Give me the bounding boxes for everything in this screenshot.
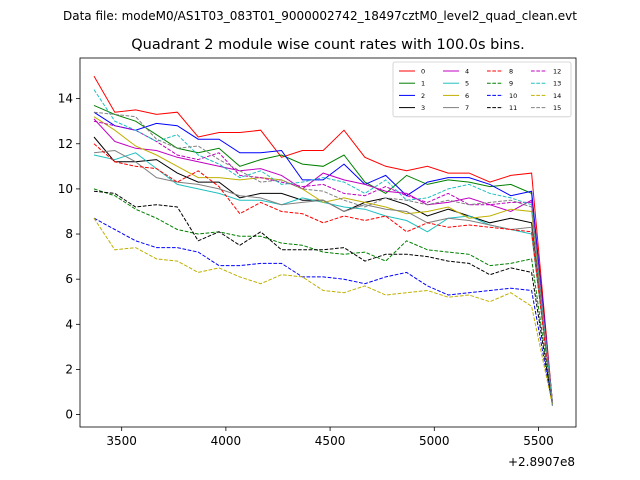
series-line-13 [93, 89, 553, 406]
y-tick-label: 6 [65, 272, 73, 286]
series-line-15 [93, 111, 553, 406]
y-tick-label: 12 [58, 137, 73, 151]
series-line-2 [93, 111, 553, 404]
legend-label-14: 14 [553, 92, 561, 100]
legend-label-2: 2 [421, 92, 425, 100]
series-line-7 [93, 149, 553, 404]
y-tick-label: 8 [65, 227, 73, 241]
y-tick-label: 14 [58, 92, 73, 106]
series-line-10 [93, 217, 553, 406]
legend-label-3: 3 [421, 104, 425, 112]
legend-label-9: 9 [509, 80, 513, 88]
series-line-12 [93, 120, 553, 406]
y-tick-label: 10 [58, 182, 73, 196]
chart-suptitle: Data file: modeM0/AS1T03_083T01_90000027… [63, 9, 577, 23]
legend-label-13: 13 [553, 80, 561, 88]
legend-label-12: 12 [553, 68, 561, 76]
legend-label-8: 8 [509, 68, 513, 76]
series-line-9 [93, 188, 553, 406]
legend-label-11: 11 [509, 104, 517, 112]
x-tick-label: 3500 [106, 434, 137, 448]
series-line-8 [93, 143, 553, 406]
x-tick-label: 5500 [523, 434, 554, 448]
legend-label-6: 6 [465, 92, 469, 100]
legend-label-0: 0 [421, 68, 425, 76]
series-line-4 [93, 118, 553, 404]
legend-label-5: 5 [465, 80, 469, 88]
series-line-1 [93, 104, 553, 404]
x-axis-offset-label: +2.8907e8 [508, 455, 575, 469]
series-line-6 [93, 116, 553, 404]
x-tick-label: 4500 [315, 434, 346, 448]
legend-label-7: 7 [465, 104, 469, 112]
legend-box [392, 61, 572, 118]
series-line-14 [93, 217, 553, 406]
axes-frame [79, 57, 577, 428]
legend-label-1: 1 [421, 80, 425, 88]
y-tick-label: 2 [65, 362, 73, 376]
y-tick-label: 4 [65, 317, 73, 331]
legend-label-4: 4 [465, 68, 469, 76]
legend-label-10: 10 [509, 92, 517, 100]
y-tick-label: 0 [65, 408, 73, 422]
x-tick-label: 4000 [211, 434, 242, 448]
legend-label-15: 15 [553, 104, 561, 112]
x-tick-label: 5000 [419, 434, 450, 448]
series-line-0 [93, 75, 553, 404]
series-line-11 [93, 190, 553, 406]
series-line-3 [93, 136, 553, 404]
plot-area: 3500 4000 4500 5000 550002468101214012345678… [58, 57, 577, 448]
chart-title: Quadrant 2 module wise count rates with … [131, 37, 525, 53]
